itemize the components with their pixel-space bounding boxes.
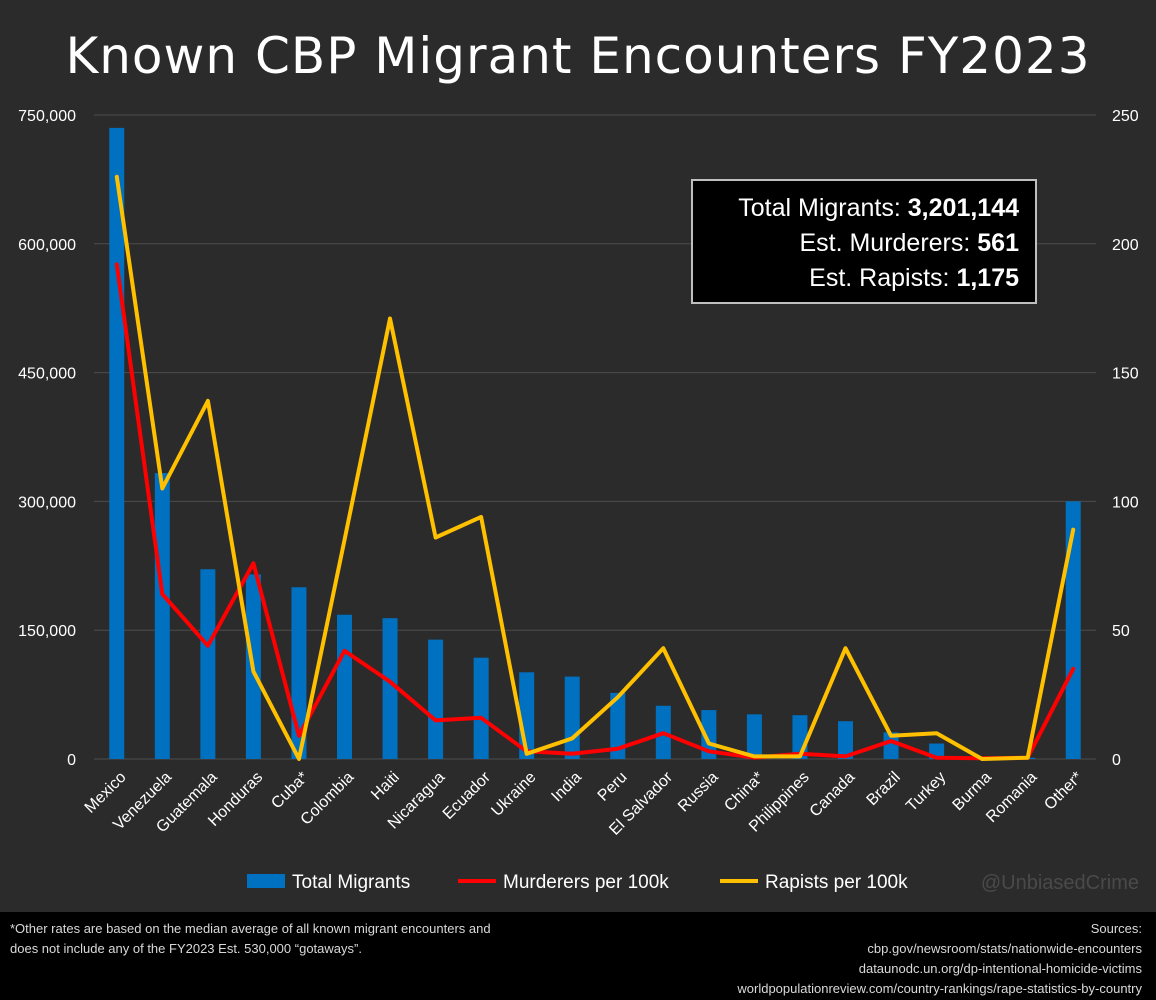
category-label: Other* [1041, 769, 1086, 814]
right-tick-label: 0 [1112, 752, 1121, 769]
bar-venezuela [154, 473, 170, 759]
category-label: India [548, 769, 585, 806]
bar-colombia [337, 614, 352, 759]
bar-other [1065, 501, 1081, 759]
left-tick-label: 150,000 [18, 623, 76, 640]
stats-total: Total Migrants: 3,201,144 [693, 191, 1019, 226]
category-label: Burma [950, 769, 995, 814]
left-tick-label: 450,000 [18, 366, 76, 383]
bar-guatemala [200, 569, 216, 759]
stats-rapists-label: Est. Rapists: [809, 264, 950, 292]
line-rapists-per-100k [114, 174, 1076, 761]
category-label: Canada [807, 769, 859, 821]
chart-title: Known CBP Migrant Encounters FY2023 [65, 27, 1090, 85]
category-label: Haiti [368, 769, 403, 804]
bar-canada [838, 721, 853, 759]
sources: Sources: cbp.gov/newsroom/stats/nationwi… [737, 919, 1142, 999]
stats-rapists: Est. Rapists: 1,175 [693, 261, 1019, 296]
right-tick-label: 100 [1112, 494, 1139, 511]
stats-murderers-label: Est. Murderers: [799, 229, 971, 257]
chart: Known CBP Migrant Encounters FY2023 0 150… [18, 27, 1139, 894]
footnote-line: does not include any of the FY2023 Est. … [10, 941, 362, 956]
legend: Total Migrants Murderers per 100k Rapists … [247, 872, 908, 893]
bar-ecuador [473, 657, 489, 759]
left-axis: 0 150,000 300,000 450,000 600,000 750,000 [18, 108, 76, 769]
left-tick-label: 0 [67, 752, 76, 769]
watermark: @UnbiasedCrime [981, 872, 1139, 894]
left-tick-label: 300,000 [18, 494, 76, 511]
category-label: Peru [595, 769, 631, 805]
category-label: Ecuador [440, 768, 495, 823]
legend-label: Rapists per 100k [765, 872, 908, 893]
bar-nicaragua [428, 639, 444, 759]
left-tick-label: 750,000 [18, 108, 76, 125]
bar-brazil [883, 732, 899, 759]
stats-total-value: 3,201,144 [907, 194, 1019, 222]
source-link: cbp.gov/newsroom/stats/nationwide-encoun… [867, 941, 1142, 956]
stats-murderers: Est. Murderers: 561 [693, 226, 1019, 261]
left-tick-label: 600,000 [18, 237, 76, 254]
bar-russia [701, 710, 717, 759]
category-label: Cuba* [268, 769, 311, 812]
right-tick-label: 150 [1112, 366, 1139, 383]
legend-swatch-bar [247, 874, 285, 888]
bar-india [564, 676, 580, 759]
right-tick-label: 200 [1112, 237, 1139, 254]
stats-box: Total Migrants: 3,201,144 Est. Murderers… [691, 179, 1037, 304]
lines [114, 174, 1076, 761]
category-label: Russia [675, 769, 722, 816]
legend-label: Murderers per 100k [503, 872, 669, 893]
category-label: Turkey [903, 769, 949, 815]
bar-peru [610, 692, 626, 759]
category-label: Romania [983, 769, 1040, 826]
source-link: dataunodc.un.org/dp-intentional-homicide… [858, 961, 1142, 976]
footnote-line: *Other rates are based on the median ave… [10, 921, 491, 936]
grid [94, 114, 1096, 760]
footnote: *Other rates are based on the median ave… [10, 919, 590, 959]
stats-rapists-value: 1,175 [956, 264, 1019, 292]
category-label: Brazil [864, 769, 904, 809]
footer: *Other rates are based on the median ave… [0, 912, 1156, 1000]
sources-title: Sources: [1090, 921, 1142, 936]
stats-murderers-value: 561 [977, 229, 1019, 257]
right-tick-label: 50 [1112, 623, 1130, 640]
line-murderers-per-100k [114, 262, 1076, 761]
stats-total-label: Total Migrants: [738, 194, 901, 222]
bar-haiti [382, 618, 398, 759]
legend-label: Total Migrants [292, 872, 410, 893]
right-axis: 0 50 100 150 200 250 [1112, 108, 1139, 769]
category-label: Ukraine [488, 769, 539, 820]
source-link: worldpopulationreview.com/country-rankin… [737, 981, 1142, 996]
bar-china [746, 714, 762, 759]
right-tick-label: 250 [1112, 108, 1139, 125]
